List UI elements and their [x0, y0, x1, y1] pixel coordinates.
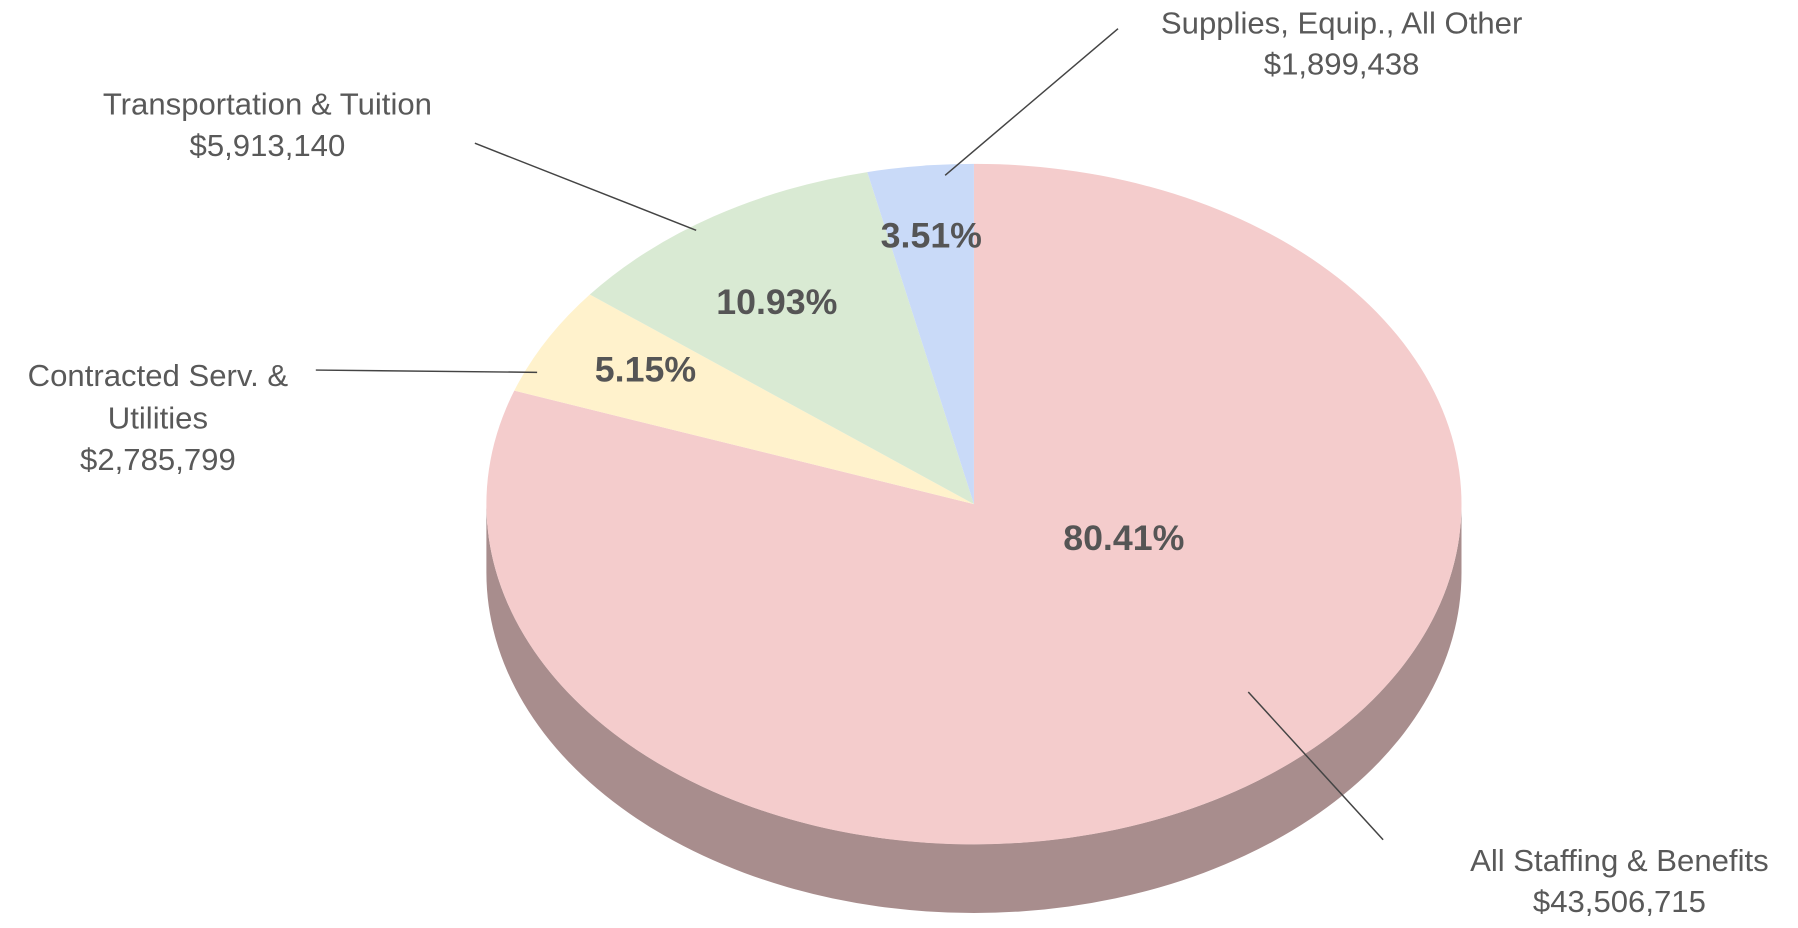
percent-label: 80.41%	[1063, 518, 1184, 558]
percent-label: 5.15%	[595, 350, 696, 390]
category-label: All Staffing & Benefits	[1470, 843, 1769, 878]
category-label-line: Utilities	[108, 401, 208, 436]
amount-label: $1,899,438	[1264, 47, 1420, 82]
slice	[867, 163, 974, 505]
leader-line	[474, 142, 697, 231]
slice	[486, 163, 1462, 845]
category-label: Contracted Serv. & Utilities	[28, 358, 289, 435]
leader-line	[315, 369, 538, 374]
leader-line	[1247, 691, 1384, 841]
slice	[589, 172, 974, 505]
percent-label: 10.93%	[716, 282, 837, 322]
slice-side	[486, 504, 1462, 914]
percent-label: 3.51%	[881, 216, 982, 256]
category-label: Supplies, Equip., All Other	[1161, 5, 1522, 40]
leader-line	[944, 28, 1119, 176]
pie-chart: 80.41% All Staffing & Benefits $43,506,715…	[28, 5, 1769, 919]
category-label-line: Contracted Serv. &	[28, 358, 289, 393]
amount-label: $43,506,715	[1533, 884, 1706, 919]
slice	[514, 294, 974, 505]
amount-label: $5,913,140	[190, 128, 346, 163]
category-label: Transportation & Tuition	[103, 87, 432, 122]
amount-label: $2,785,799	[80, 442, 236, 477]
